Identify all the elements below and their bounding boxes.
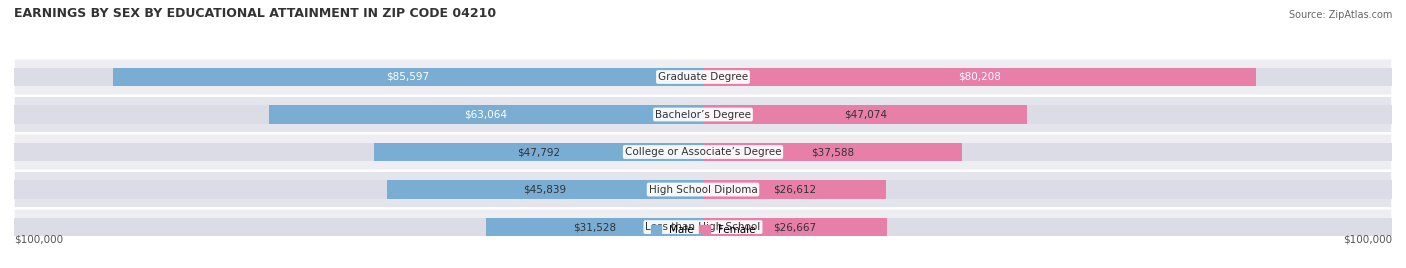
Bar: [703, 105, 1028, 124]
Bar: [374, 143, 703, 161]
FancyBboxPatch shape: [14, 135, 1392, 170]
Text: $45,839: $45,839: [523, 185, 567, 195]
Bar: [703, 68, 1392, 86]
Text: Graduate Degree: Graduate Degree: [658, 72, 748, 82]
Bar: [14, 68, 703, 86]
Text: $26,612: $26,612: [773, 185, 817, 195]
Text: Source: ZipAtlas.com: Source: ZipAtlas.com: [1288, 10, 1392, 20]
Bar: [486, 218, 703, 236]
Text: $80,208: $80,208: [957, 72, 1001, 82]
Text: Less than High School: Less than High School: [645, 222, 761, 232]
FancyBboxPatch shape: [14, 59, 1392, 95]
Text: College or Associate’s Degree: College or Associate’s Degree: [624, 147, 782, 157]
FancyBboxPatch shape: [14, 210, 1392, 245]
Text: $100,000: $100,000: [14, 235, 63, 245]
Text: $47,792: $47,792: [517, 147, 560, 157]
Bar: [14, 218, 703, 236]
Bar: [703, 218, 887, 236]
Bar: [114, 68, 703, 86]
Bar: [14, 180, 703, 199]
Bar: [703, 180, 886, 199]
Bar: [14, 143, 703, 161]
Bar: [703, 68, 1256, 86]
Bar: [703, 105, 1392, 124]
Text: $100,000: $100,000: [1343, 235, 1392, 245]
Text: $37,588: $37,588: [811, 147, 853, 157]
Bar: [703, 180, 1392, 199]
Text: $85,597: $85,597: [387, 72, 430, 82]
FancyBboxPatch shape: [14, 97, 1392, 132]
Bar: [14, 105, 703, 124]
Bar: [703, 143, 962, 161]
Bar: [703, 218, 1392, 236]
Legend: Male, Female: Male, Female: [647, 221, 759, 239]
Text: Bachelor’s Degree: Bachelor’s Degree: [655, 110, 751, 120]
Text: $26,667: $26,667: [773, 222, 817, 232]
FancyBboxPatch shape: [14, 172, 1392, 207]
Text: High School Diploma: High School Diploma: [648, 185, 758, 195]
Bar: [269, 105, 703, 124]
Text: $31,528: $31,528: [572, 222, 616, 232]
Text: $63,064: $63,064: [464, 110, 508, 120]
Text: $47,074: $47,074: [844, 110, 887, 120]
Bar: [703, 143, 1392, 161]
Text: EARNINGS BY SEX BY EDUCATIONAL ATTAINMENT IN ZIP CODE 04210: EARNINGS BY SEX BY EDUCATIONAL ATTAINMEN…: [14, 7, 496, 20]
Bar: [387, 180, 703, 199]
